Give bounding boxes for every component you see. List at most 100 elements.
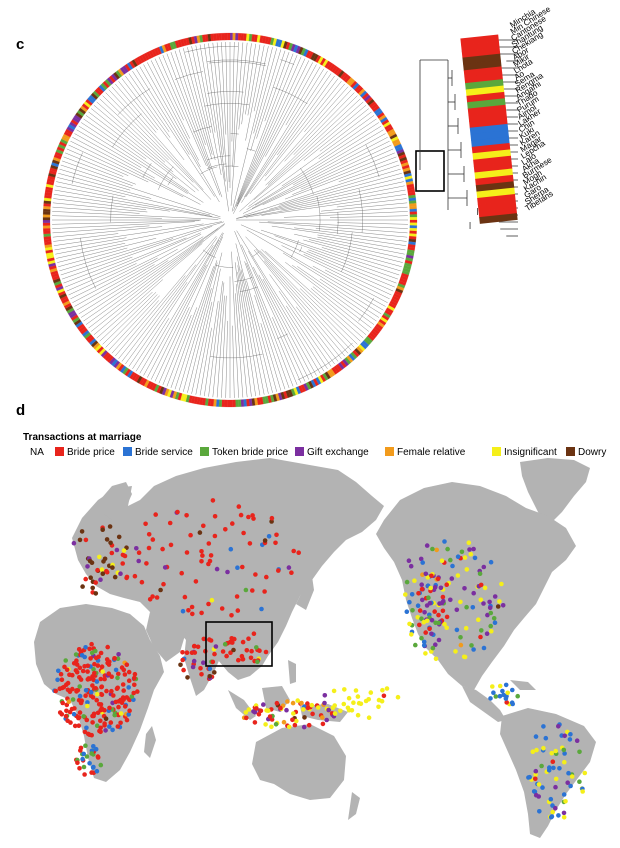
tree-branch [65,237,187,288]
society-dot [488,623,494,629]
society-dot [88,575,93,580]
society-dot [548,814,554,820]
society-dot [281,719,287,725]
society-dot [495,604,501,609]
society-dot [139,579,145,585]
society-dot [118,711,124,716]
society-dot [73,652,79,657]
tree-branch [244,261,290,388]
society-dot [484,631,490,636]
society-dot [230,521,235,526]
tree-branch [58,247,128,267]
society-dot [113,699,119,705]
tree-branch [306,251,395,288]
society-dot [533,792,539,798]
society-dot [80,668,86,674]
society-dot [306,722,312,728]
society-dot [100,669,105,674]
society-dot [366,715,372,720]
society-dot [87,646,92,652]
society-dot [189,604,195,610]
society-dot [292,722,298,728]
society-dot [320,721,326,727]
tree-branch [259,221,408,234]
tree-branch [60,164,221,218]
tree-branch [236,177,403,219]
society-dot [550,759,556,764]
tree-arc [209,61,266,66]
society-dot [182,594,188,600]
tree-branch [253,266,310,380]
tree-branch [281,122,379,187]
tree-branch [318,118,377,159]
tree-branch [128,282,188,367]
tree-branch [212,282,225,398]
society-dot [453,649,458,654]
society-dot [190,664,196,670]
tree-branch [245,43,256,115]
society-dot [577,779,582,784]
society-dot [441,598,446,604]
society-dot [481,645,487,651]
tree-branch [170,52,223,198]
society-dot [403,592,408,597]
society-dot [450,563,455,569]
society-dot [206,601,211,607]
society-dot [562,733,567,739]
society-dot [485,612,490,618]
tree-arc [273,87,308,104]
tree-branch [244,68,325,198]
society-dot [332,703,338,708]
society-dot [256,712,262,717]
society-dot [261,702,266,707]
society-dot [228,650,233,655]
society-dot [262,538,268,543]
ring-segment [409,225,418,229]
tree-branch [162,55,221,196]
tree-branch [292,265,375,325]
legend-swatch [492,447,501,456]
society-dot [537,809,542,814]
tree-branch [53,233,119,242]
tree-branch [221,42,227,135]
tree-branch [74,248,178,307]
society-dot [236,657,241,663]
society-dot [541,745,546,751]
society-dot [296,550,302,555]
society-dot [464,604,469,610]
society-dot [427,600,433,606]
society-dot [497,683,503,689]
society-dot [533,768,539,774]
society-dot [102,676,107,682]
tree-branch [212,42,224,155]
society-dot [295,698,301,703]
tree-branch [132,245,214,369]
tree-arc [175,71,203,80]
society-dot [464,567,470,572]
society-dot [301,724,307,730]
society-dot [86,676,92,681]
tree-branch [235,293,244,398]
society-dot [90,713,95,719]
tree-arc [185,46,239,53]
tree-branch [262,144,392,205]
society-dot [466,540,472,545]
society-dot [124,695,130,700]
tree-branch [253,105,367,200]
society-dot [90,585,95,591]
society-dot [534,747,539,753]
society-dot [225,569,230,575]
society-dot [533,772,538,778]
society-dot [93,580,98,585]
society-dot [458,599,463,605]
society-dot [448,557,453,563]
tree-arc [207,59,266,65]
tree-branch [293,92,355,155]
society-dot [71,661,77,666]
society-dot [85,703,90,709]
society-dot [539,763,544,769]
tree-branch [70,140,184,198]
society-dot [488,696,493,701]
society-dot [419,582,425,587]
society-dot [209,597,215,603]
